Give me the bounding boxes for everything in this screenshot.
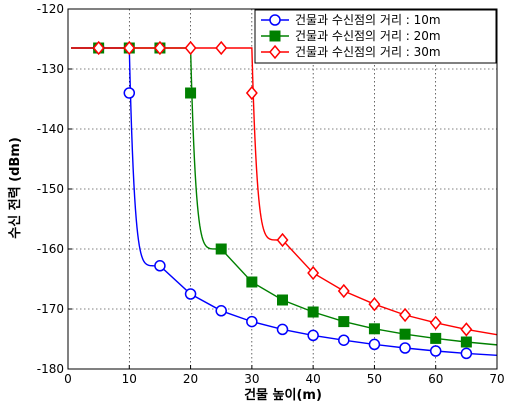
data-point [276,323,289,336]
x-tick-label: 0 [64,372,72,386]
data-point [269,44,281,60]
data-point [307,329,319,342]
data-point [276,232,289,248]
x-tick-label: 30 [244,372,259,386]
y-tick-label: -130 [37,62,64,76]
legend-label: 건물과 수신점의 거리 : 30m [295,45,441,59]
data-point [368,323,380,335]
data-point [123,87,136,99]
data-point [246,315,258,328]
legend: 건물과 수신점의 거리 : 10m 건물과 수신점의 거리 : 20m 건물과 수신… [254,9,497,64]
data-point [337,283,350,299]
data-point [429,345,442,357]
y-tick-label: -150 [37,182,64,196]
data-point [399,328,411,340]
data-point [460,347,473,360]
x-tick-label: 40 [306,372,321,386]
data-point [368,338,381,351]
x-tick-label: 20 [183,372,198,386]
y-tick-label: -120 [37,2,64,16]
data-point [184,288,197,300]
data-point [123,40,136,56]
data-point [215,40,228,56]
legend-label: 건물과 수신점의 거리 : 20m [295,29,441,43]
y-tick-label: -140 [37,122,64,136]
y-tick-label: -170 [37,302,64,316]
data-point [429,315,442,330]
series-markers [92,40,473,360]
legend-box [254,9,497,64]
data-point [215,305,227,317]
series-line [71,47,498,357]
axis-ticks: 0 10 20 30 40 50 60 70 -120 -130 -140 -150 -160 -170 -… [37,2,505,386]
data-point [246,276,258,288]
data-point [307,265,320,281]
data-point [184,40,197,56]
data-point [185,87,197,99]
x-tick-label: 50 [367,372,382,386]
x-tick-label: 60 [428,372,443,386]
data-point [338,316,350,328]
data-point [245,85,258,101]
data-point [399,342,411,354]
x-tick-label: 70 [489,372,504,386]
data-point [338,334,350,346]
legend-label: 건물과 수신점의 거리 : 10m [295,13,441,27]
y-tick-label: -180 [37,362,64,376]
data-point [153,40,166,56]
data-point [269,30,281,42]
series-line [71,47,498,346]
data-point [92,40,105,56]
data-point [368,297,381,312]
x-tick-label: 10 [122,372,137,386]
data-point [430,332,442,344]
data-point [307,306,319,318]
data-point [154,260,166,272]
data-point [215,243,227,255]
y-axis-title: 수신 전력 (dBm) [7,137,23,239]
data-point [460,336,472,348]
data-point [277,294,288,306]
data-point [399,307,412,323]
data-point [269,14,281,26]
y-tick-label: -160 [37,242,64,256]
x-axis-title: 건물 높이(m) [244,387,322,403]
data-point [460,322,473,337]
